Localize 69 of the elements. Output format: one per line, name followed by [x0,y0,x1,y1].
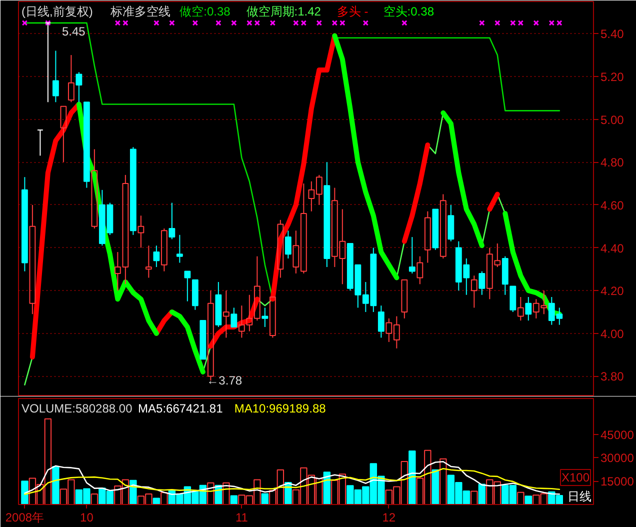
candlestick [29,204,36,315]
text: 做空:0.38 [180,4,231,18]
y-tick-label: 5.40 [600,27,624,42]
series-label: 多头 - [336,4,368,18]
bar [408,450,416,504]
bar [90,494,98,504]
bar [524,496,532,504]
candlestick [262,307,268,328]
chart-title: (日线,前复权) [22,4,93,18]
candlestick [60,106,67,163]
y-tick-label: 5.00 [600,112,624,127]
bar [160,492,168,504]
y-tick-label: 4.40 [600,241,624,256]
candlestick [21,176,28,272]
bar [130,480,137,504]
y-axis-title: X100 [561,470,590,484]
candlestick [52,50,59,103]
candlestick [230,307,238,328]
chart-subtitle: 标准多空线 [110,4,171,18]
text: MA5:667421.81 [138,402,224,416]
y-tick-label: 5.20 [600,70,624,84]
x-tick-label: 10 [80,510,94,524]
candlestick [222,290,230,338]
y-tick-label: 4.00 [600,326,624,341]
candlestick [138,215,144,248]
bar [432,469,440,504]
y-tick-label: 45000 [600,428,634,442]
candlestick [184,270,191,302]
y-tick-label: 4.80 [600,156,624,170]
text: MA10:969189.88 [234,402,326,416]
candlestick [324,162,330,268]
text: 做空周期:1.42 [246,4,322,18]
bar [478,484,486,504]
bar [222,482,230,504]
candlestick [44,22,52,103]
candlestick [192,279,198,310]
bar [21,480,28,504]
candlestick [153,245,160,268]
candlestick [401,279,408,319]
bar [261,493,269,504]
bar [207,482,214,504]
candlestick [284,230,292,259]
bar [470,490,478,504]
x-tick-label: 2008年 [5,510,44,524]
candlestick [525,296,532,322]
text: 空头:0.38 [383,4,434,18]
candlestick [83,102,90,188]
candlestick [36,129,44,156]
y-tick-label: 4.60 [600,198,624,212]
bar [440,458,447,504]
line-series [24,460,560,496]
candlestick [145,245,152,278]
x-tick-label: 12 [382,510,396,524]
candlestick [424,210,431,264]
candlestick [200,320,206,360]
text: 日线 [568,490,592,504]
y-tick-label: 15000 [600,474,634,489]
line-series [24,468,560,496]
candlestick [470,275,478,308]
y-tick-label: 30000 [600,451,634,466]
annotation: ←3.78 [206,374,242,388]
bar [517,492,524,504]
x-tick-label: 11 [235,510,248,524]
chart-title: VOLUME:580288.00 [22,402,133,416]
bar [230,495,238,504]
y-tick-label: 3.80 [600,370,624,384]
annotation: 5.45 [62,24,86,38]
y-tick-label: 4.20 [600,284,624,298]
bar [52,466,60,504]
